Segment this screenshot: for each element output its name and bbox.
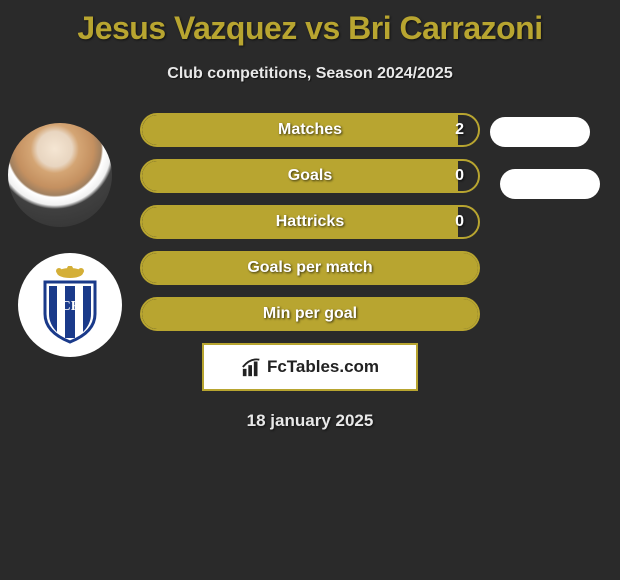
stats-bars: Matches 2 Goals 0 Hattricks 0 Goals per … xyxy=(140,113,480,331)
stat-row-gpm: Goals per match xyxy=(140,251,480,285)
stat-label: Hattricks xyxy=(142,207,478,237)
shield-icon: CF xyxy=(39,266,101,344)
footer-brand-text: FcTables.com xyxy=(267,357,379,377)
stat-label: Min per goal xyxy=(142,299,478,329)
comparison-pill-1 xyxy=(490,117,590,147)
stat-label: Goals per match xyxy=(142,253,478,283)
comparison-pill-2 xyxy=(500,169,600,199)
subtitle: Club competitions, Season 2024/2025 xyxy=(0,65,620,83)
stat-row-hattricks: Hattricks 0 xyxy=(140,205,480,239)
stat-value: 2 xyxy=(455,115,464,145)
stat-row-mpg: Min per goal xyxy=(140,297,480,331)
stat-label: Goals xyxy=(142,161,478,191)
date-text: 18 january 2025 xyxy=(0,411,620,431)
player1-avatar xyxy=(8,123,112,227)
page-title: Jesus Vazquez vs Bri Carrazoni xyxy=(0,0,620,47)
stat-row-matches: Matches 2 xyxy=(140,113,480,147)
svg-text:CF: CF xyxy=(61,299,80,314)
content-area: CF Matches 2 Goals 0 Hattricks 0 Goals p… xyxy=(0,113,620,431)
player2-club-badge: CF xyxy=(18,253,122,357)
footer-brand-box[interactable]: FcTables.com xyxy=(202,343,418,391)
stat-value: 0 xyxy=(455,207,464,237)
stat-label: Matches xyxy=(142,115,478,145)
chart-icon xyxy=(241,356,263,378)
stat-value: 0 xyxy=(455,161,464,191)
stat-row-goals: Goals 0 xyxy=(140,159,480,193)
